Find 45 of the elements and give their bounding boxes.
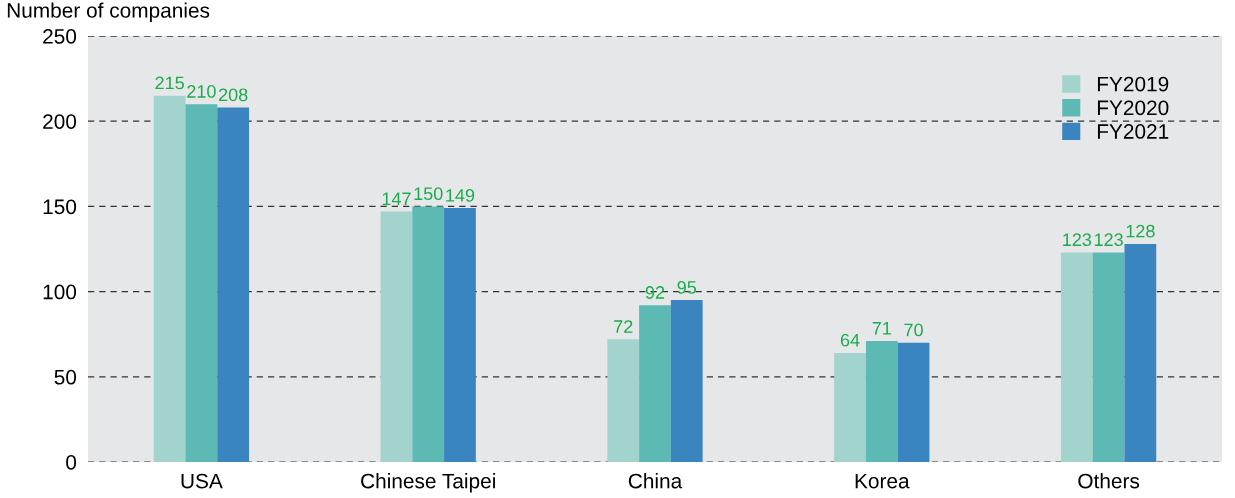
y-tick-label: 250 [43, 29, 77, 44]
data-label: 92 [645, 286, 665, 299]
bar [185, 104, 218, 462]
bar [153, 95, 186, 462]
data-label: 71 [872, 322, 891, 335]
y-tick-label: 0 [66, 455, 77, 470]
bar [834, 352, 866, 462]
legend-label: FY2020 [1097, 100, 1169, 116]
bar [1060, 252, 1093, 462]
legend-label: FY2021 [1097, 124, 1169, 139]
data-label: 70 [904, 323, 923, 337]
y-tick-label: 200 [43, 114, 77, 129]
data-label: 208 [219, 88, 248, 102]
data-label: 150 [414, 187, 443, 201]
x-tick-label: China [628, 473, 683, 489]
data-label: 123 [1094, 233, 1123, 247]
bar [412, 206, 445, 462]
bar [639, 305, 671, 462]
bar [897, 342, 930, 462]
y-tick-label: 150 [43, 199, 77, 215]
bar [444, 208, 476, 462]
data-label: 72 [614, 320, 633, 333]
bar [217, 107, 250, 462]
data-label: 123 [1063, 233, 1092, 247]
data-label: 215 [155, 76, 184, 90]
legend-label: FY2019 [1097, 76, 1169, 92]
y-tick-label: 50 [54, 369, 77, 385]
data-label: 64 [840, 333, 860, 347]
x-tick-label: USA [181, 473, 223, 489]
x-tick-label: Chinese Taipei [361, 473, 495, 493]
bar [1124, 243, 1157, 462]
data-label: 149 [446, 188, 475, 202]
bar [1092, 252, 1125, 462]
x-tick-label: Others [1078, 473, 1140, 489]
bar [607, 339, 640, 462]
data-label: 95 [677, 280, 697, 294]
data-label: 128 [1126, 224, 1155, 238]
bar [380, 211, 413, 462]
y-tick-label: 100 [43, 284, 77, 300]
y-axis-title: Number of companies [7, 2, 210, 22]
data-label: 210 [187, 85, 216, 98]
x-tick-label: Korea [855, 473, 910, 489]
data-label: 147 [382, 192, 411, 205]
bar [670, 300, 703, 462]
bar [865, 341, 898, 462]
